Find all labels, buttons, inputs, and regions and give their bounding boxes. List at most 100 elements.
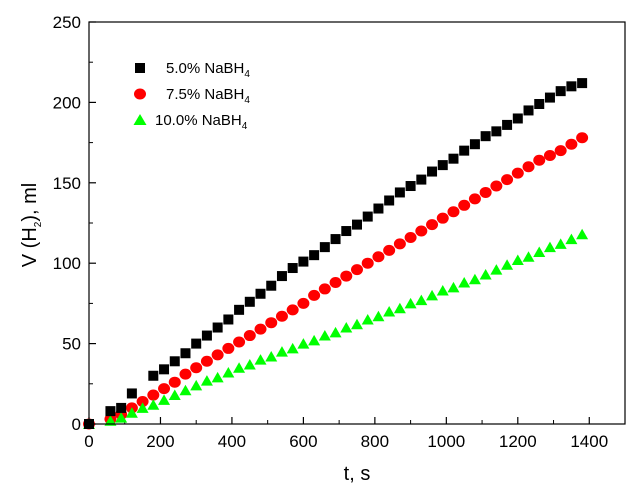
data-point-circle (222, 342, 235, 354)
data-point-triangle (426, 289, 439, 301)
data-point-square (266, 280, 277, 291)
data-point-square (159, 364, 170, 375)
data-point-triangle (179, 384, 192, 396)
series-square (84, 78, 588, 429)
data-point-square (255, 288, 266, 299)
data-point-triangle (104, 415, 117, 426)
data-point-circle (168, 376, 181, 388)
legend-label-10pct: 10.0% NaBH4 (155, 112, 248, 132)
data-point-circle (447, 206, 460, 218)
data-point-triangle (297, 338, 310, 349)
data-point-square (480, 131, 491, 142)
legend-label-7-5pct: 7.5% NaBH4 (166, 86, 250, 106)
data-point-circle (543, 149, 556, 161)
legend-label-5pct-main: 5.0% NaBH (166, 60, 244, 77)
data-point-square (244, 296, 255, 307)
data-point-square (437, 160, 448, 171)
y-tick-label: 50 (62, 335, 81, 354)
plot-frame (88, 21, 626, 425)
data-point-square (201, 330, 212, 341)
data-point-circle (415, 225, 428, 237)
data-point-square (566, 81, 577, 92)
x-tick-label: 800 (361, 432, 389, 451)
data-point-triangle (522, 251, 535, 262)
data-point-square (577, 78, 588, 89)
x-axis-label: t, s (344, 463, 371, 485)
data-point-circle (158, 383, 171, 395)
data-point-triangle (329, 326, 342, 338)
legend-label-10pct-main: 10.0% NaBH (155, 112, 242, 129)
legend-label-10pct-sub: 4 (242, 121, 248, 132)
legend-square-marker (135, 63, 145, 73)
data-point-triangle (415, 294, 428, 306)
data-point-triangle (147, 399, 160, 410)
y-axis-label-post: ), ml (19, 183, 41, 222)
x-tick-label: 1400 (570, 432, 608, 451)
data-point-square (373, 203, 384, 214)
data-markers (83, 78, 589, 430)
x-tick-label: 0 (84, 432, 93, 451)
data-point-triangle (565, 233, 578, 245)
data-point-triangle (308, 334, 321, 346)
data-point-circle (490, 180, 503, 192)
data-point-triangle (136, 402, 149, 413)
data-point-triangle (254, 354, 267, 365)
y-axis-label: V (H2), ml (19, 183, 44, 267)
y-tick-label: 150 (53, 174, 81, 193)
data-point-square (276, 271, 287, 282)
legend-label-5pct: 5.0% NaBH4 (166, 60, 250, 80)
data-point-circle (318, 283, 331, 295)
legend-item-5pct: 5.0% NaBH4 (135, 60, 250, 80)
data-point-triangle (318, 330, 331, 341)
data-point-triangle (393, 302, 406, 314)
data-point-square (298, 256, 309, 267)
data-point-circle (554, 145, 567, 157)
x-tick-label: 1200 (499, 432, 537, 451)
data-point-square (352, 219, 362, 230)
data-point-triangle (404, 297, 417, 309)
data-point-triangle (275, 346, 288, 357)
data-point-circle (243, 330, 256, 342)
legend-circle-marker (134, 88, 146, 100)
legend: 5.0% NaBH4 7.5% NaBH4 10.0% NaBH4 (133, 60, 250, 132)
y-tick-label: 100 (53, 254, 81, 273)
data-point-triangle (265, 350, 278, 362)
data-point-circle (458, 199, 471, 211)
data-point-triangle (361, 313, 374, 325)
data-point-circle (200, 355, 213, 367)
data-point-square (512, 113, 523, 124)
data-point-square (330, 234, 341, 245)
data-point-triangle (447, 281, 460, 293)
data-point-circle (511, 167, 524, 179)
data-point-square (116, 402, 127, 413)
data-point-triangle (511, 254, 524, 265)
data-point-circle (147, 389, 160, 401)
data-point-circle (383, 244, 396, 256)
x-tick-label: 200 (146, 432, 174, 451)
x-tick-label: 1000 (427, 432, 465, 451)
data-point-square (384, 195, 395, 206)
data-point-triangle (543, 241, 556, 253)
data-point-square (416, 174, 427, 185)
data-point-square (469, 139, 480, 150)
data-point-triangle (383, 305, 396, 317)
data-point-circle (351, 264, 363, 276)
data-point-triangle (351, 318, 363, 330)
data-point-circle (468, 193, 481, 205)
legend-item-10pct: 10.0% NaBH4 (133, 112, 248, 132)
data-point-square (309, 250, 320, 261)
data-point-triangle (479, 268, 492, 280)
data-point-circle (576, 132, 589, 144)
data-point-square (126, 388, 137, 399)
data-point-circle (254, 323, 267, 335)
data-point-circle (211, 349, 224, 361)
data-point-triangle (200, 375, 213, 386)
legend-label-7-5pct-sub: 4 (244, 95, 250, 106)
data-point-triangle (233, 362, 246, 373)
data-point-circle (404, 231, 417, 243)
data-point-square (319, 242, 330, 253)
data-point-circle (329, 276, 342, 288)
data-point-triangle (222, 367, 235, 378)
data-point-circle (179, 368, 192, 380)
